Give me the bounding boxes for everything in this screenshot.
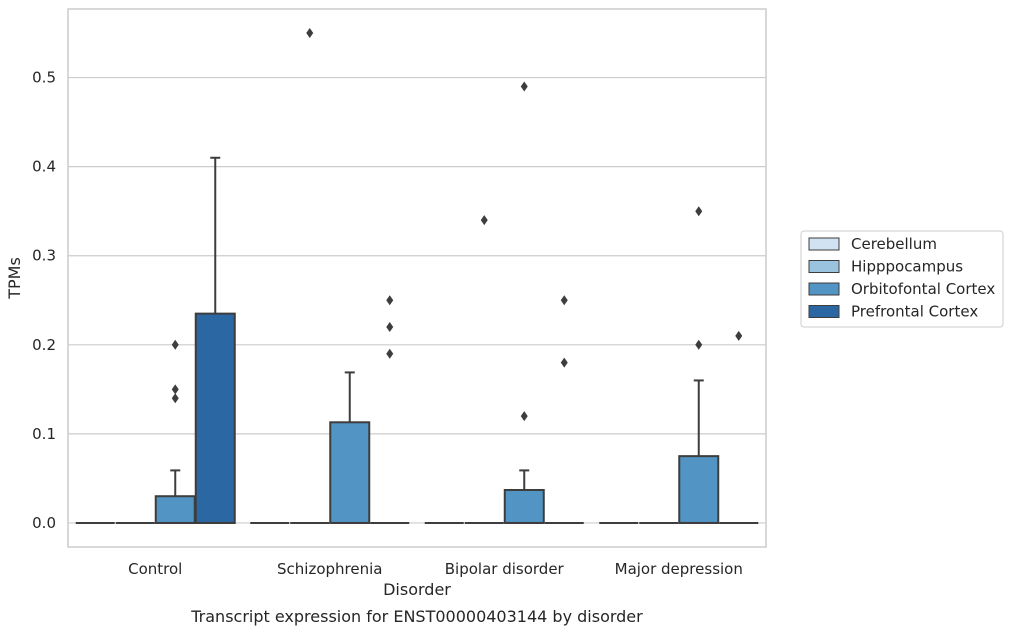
box-group (719, 330, 759, 524)
box-group (503, 81, 545, 524)
y-tick-label: 0.1 (32, 425, 56, 443)
outlier-point (171, 393, 179, 404)
box-body (678, 455, 720, 524)
x-tick-labels: Control Schizophrenia Bipolar disorder Majo… (128, 560, 743, 578)
box-group (154, 339, 196, 524)
x-axis-label: Disorder (383, 580, 451, 599)
box-group (329, 371, 371, 524)
outlier-point (560, 295, 568, 306)
y-tick-label: 0.0 (32, 514, 56, 532)
legend-label: Cerebellum (851, 235, 937, 253)
legend-swatch (808, 237, 840, 251)
chart-caption: Transcript expression for ENST0000040314… (190, 607, 643, 626)
outlier-point (560, 357, 568, 368)
outlier-point (306, 28, 314, 39)
outlier-point (735, 330, 743, 341)
legend-swatch (808, 305, 840, 318)
outlier-point (386, 295, 394, 306)
outlier-point (171, 339, 179, 350)
grid-lines (68, 76, 766, 524)
outlier-point (386, 348, 394, 359)
outlier-point (520, 411, 528, 422)
outlier-point (386, 321, 394, 332)
legend-label: Prefrontal Cortex (851, 303, 978, 321)
plot-area-frame (67, 8, 767, 548)
outlier-point (520, 81, 528, 92)
x-tick-label: Schizophrenia (277, 560, 382, 578)
x-tick-label: Major depression (615, 560, 743, 578)
box-body (503, 488, 545, 524)
y-axis-label: TPMs (5, 257, 24, 300)
chart-marks (75, 28, 759, 524)
legend-label: Orbitofontal Cortex (851, 280, 995, 298)
box-group (464, 215, 504, 524)
legend-swatch (808, 282, 840, 296)
legend: Cerebellum Hipppocampus Orbitofontal Corte… (800, 230, 1004, 328)
box-group (290, 28, 330, 524)
box-body (329, 421, 371, 524)
legend-frame (800, 230, 1004, 328)
y-tick-label: 0.5 (32, 69, 56, 87)
y-tick-label: 0.3 (32, 247, 56, 265)
box-group (194, 156, 236, 524)
box-group (370, 295, 410, 524)
outlier-point (171, 384, 179, 395)
box-body (154, 495, 196, 524)
y-tick-labels: 0.0 0.1 0.2 0.3 0.4 0.5 (32, 69, 56, 532)
outlier-point (695, 206, 703, 217)
legend-label: Hipppocampus (851, 258, 963, 276)
x-tick-label: Control (128, 560, 182, 578)
outlier-point (480, 215, 488, 226)
box-group (544, 295, 584, 524)
legend-swatch (808, 260, 840, 273)
y-tick-label: 0.2 (32, 336, 56, 354)
box-group (678, 206, 720, 524)
y-tick-label: 0.4 (32, 158, 56, 176)
outlier-point (695, 339, 703, 350)
box-body (194, 312, 236, 524)
x-tick-label: Bipolar disorder (445, 560, 565, 578)
